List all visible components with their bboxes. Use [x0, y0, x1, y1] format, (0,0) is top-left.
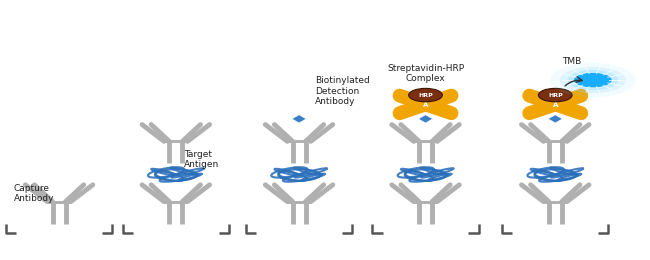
Circle shape — [567, 70, 618, 90]
Text: HRP: HRP — [418, 93, 433, 98]
Circle shape — [409, 88, 443, 102]
Text: Target
Antigen: Target Antigen — [183, 150, 219, 169]
Circle shape — [538, 88, 572, 102]
Text: TMB: TMB — [562, 57, 581, 66]
Text: Streptavidin-HRP
Complex: Streptavidin-HRP Complex — [387, 64, 464, 83]
Circle shape — [560, 67, 626, 93]
Polygon shape — [292, 115, 306, 123]
Polygon shape — [418, 115, 433, 123]
Text: Capture
Antibody: Capture Antibody — [14, 184, 54, 203]
Text: A: A — [552, 102, 558, 108]
Circle shape — [573, 72, 612, 88]
Text: HRP: HRP — [548, 93, 563, 98]
Polygon shape — [548, 115, 562, 123]
Text: A: A — [423, 102, 428, 108]
Circle shape — [550, 63, 636, 97]
Text: Biotinylated
Detection
Antibody: Biotinylated Detection Antibody — [315, 76, 370, 106]
